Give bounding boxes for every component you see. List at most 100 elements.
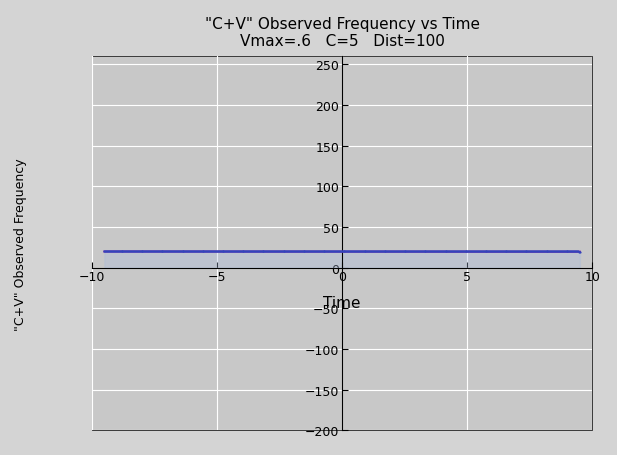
Point [234,248,244,255]
Point [366,248,376,256]
Point [150,248,160,255]
Point [444,248,453,256]
Point [484,248,494,256]
Point [395,248,405,256]
Point [354,248,364,256]
Point [565,248,575,256]
Point [549,248,559,256]
Point [528,248,537,256]
Point [104,248,114,255]
Point [409,248,419,256]
Point [460,248,470,256]
Point [544,248,553,256]
Point [267,248,277,255]
Point [302,248,312,255]
Point [398,248,408,256]
Point [460,248,470,256]
Point [424,248,434,256]
Point [542,248,552,256]
Point [286,248,296,255]
Point [395,248,405,256]
Point [574,248,584,256]
Point [329,248,339,255]
Point [304,248,314,255]
Point [439,248,449,256]
Point [406,248,416,256]
Point [349,248,359,255]
Point [475,248,485,256]
Point [139,248,149,255]
Point [272,248,282,255]
Point [123,248,133,255]
Point [520,248,529,256]
Point [383,248,393,256]
Point [352,248,362,256]
Point [498,248,508,256]
Point [476,248,486,256]
Point [553,248,563,256]
Point [502,248,512,256]
Point [290,248,300,255]
Point [416,248,426,256]
Point [421,248,431,256]
Point [391,248,401,256]
Point [134,248,144,255]
Point [308,248,318,255]
Point [157,248,167,255]
Point [220,248,230,255]
Point [176,248,186,255]
Point [323,248,333,255]
Point [356,248,366,256]
Point [402,248,412,256]
Point [257,248,267,255]
Point [386,248,396,256]
Point [478,248,487,256]
Point [325,248,334,255]
Point [101,248,111,255]
Point [164,248,174,255]
Point [275,248,284,255]
Point [404,248,413,256]
Point [400,248,410,256]
Point [228,248,238,255]
Point [325,248,335,255]
Point [120,248,130,255]
Point [236,248,246,255]
Point [306,248,316,255]
Point [451,248,461,256]
Point [312,248,322,255]
Point [423,248,433,256]
Point [260,248,270,255]
Point [229,248,239,255]
Point [569,248,579,256]
Point [534,248,544,256]
Point [148,248,158,255]
Point [512,248,522,256]
Point [155,248,165,255]
Point [449,248,459,256]
Point [157,248,167,255]
Point [555,248,565,256]
Point [511,248,521,256]
Point [507,248,517,256]
Point [517,248,527,256]
Point [243,248,253,255]
Point [457,248,466,256]
Point [284,248,294,255]
Point [165,248,175,255]
Point [377,248,387,256]
Point [253,248,263,255]
Point [490,248,500,256]
Point [494,248,504,256]
Point [556,248,566,256]
Point [523,248,532,256]
Point [400,248,410,256]
Point [222,248,232,255]
Point [570,248,580,256]
Point [493,248,503,256]
Point [549,248,558,256]
Point [136,248,146,255]
Point [367,248,377,256]
Point [489,248,499,256]
Point [136,248,146,255]
